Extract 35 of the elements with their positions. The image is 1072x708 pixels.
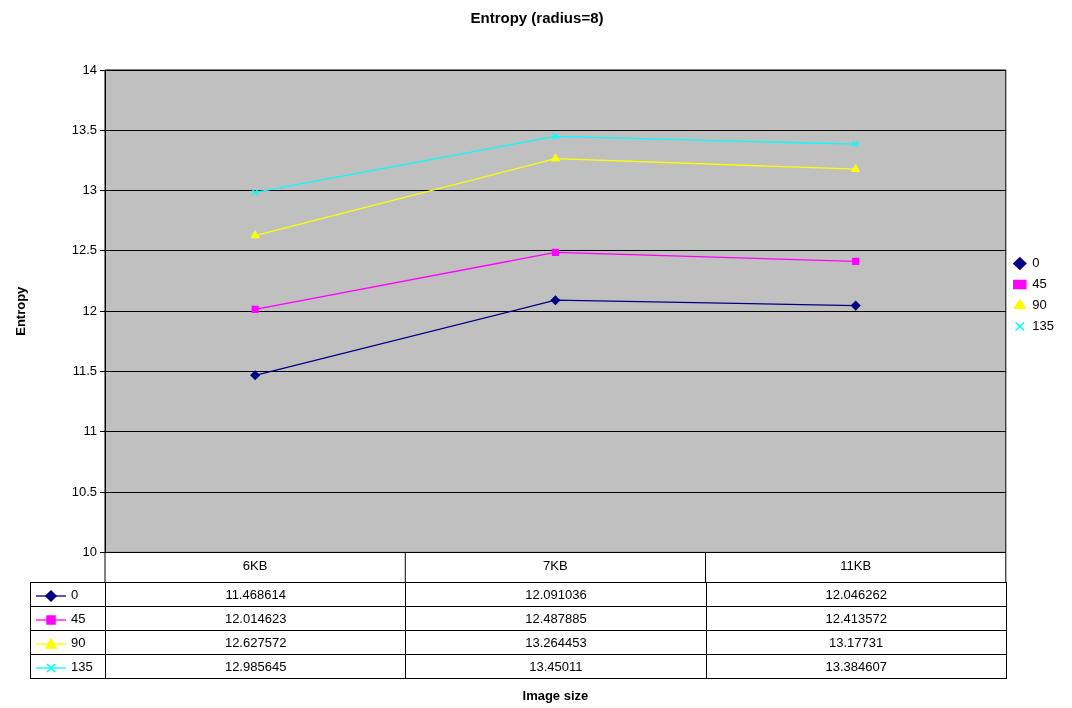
legend-label: 135: [1032, 318, 1055, 334]
y-tick-label: 14: [82, 61, 97, 77]
y-tick-label: 10: [82, 543, 97, 559]
data-label: 12.046262: [706, 582, 1007, 607]
data-label: 12.014623: [105, 606, 406, 631]
data-label: 12.985645: [105, 654, 406, 679]
text: Image size: [521, 688, 590, 703]
data-label: 13.384607: [706, 654, 1007, 679]
data-label: 13.17731: [706, 630, 1007, 655]
data-label: 11.468614: [105, 582, 406, 607]
text: 0: [71, 587, 79, 602]
legend-label: 45: [1032, 276, 1047, 292]
legend-label: 0: [1032, 255, 1040, 271]
data-label: 12.413572: [706, 606, 1007, 631]
y-tick-label: 12: [82, 302, 97, 318]
y-tick-label: 13: [82, 182, 97, 198]
y-tick-label: 10.5: [71, 483, 97, 499]
text: 45: [71, 611, 86, 626]
data-label: 13.264453: [405, 630, 707, 655]
y-tick-label: 11: [83, 423, 97, 439]
y-tick-label: 11.5: [72, 363, 97, 379]
data-label: 12.091036: [405, 582, 707, 607]
y-tick-label: 12.5: [71, 242, 97, 258]
text: 90: [71, 635, 86, 650]
data-label: 12.627572: [105, 630, 406, 655]
x-tick-label: 7KB: [543, 557, 568, 573]
data-label: 13.45011: [405, 654, 707, 679]
x-tick-label: 11KB: [840, 557, 872, 573]
data-label: 12.487885: [405, 606, 707, 631]
y-axis-title: Entropy: [13, 285, 29, 336]
text: 135: [71, 659, 93, 674]
y-tick-label: 13.5: [71, 121, 97, 137]
x-tick-label: 6KB: [242, 557, 268, 573]
legend-label: 90: [1032, 297, 1047, 313]
chart-title: Entropy (radius=8): [470, 9, 604, 27]
